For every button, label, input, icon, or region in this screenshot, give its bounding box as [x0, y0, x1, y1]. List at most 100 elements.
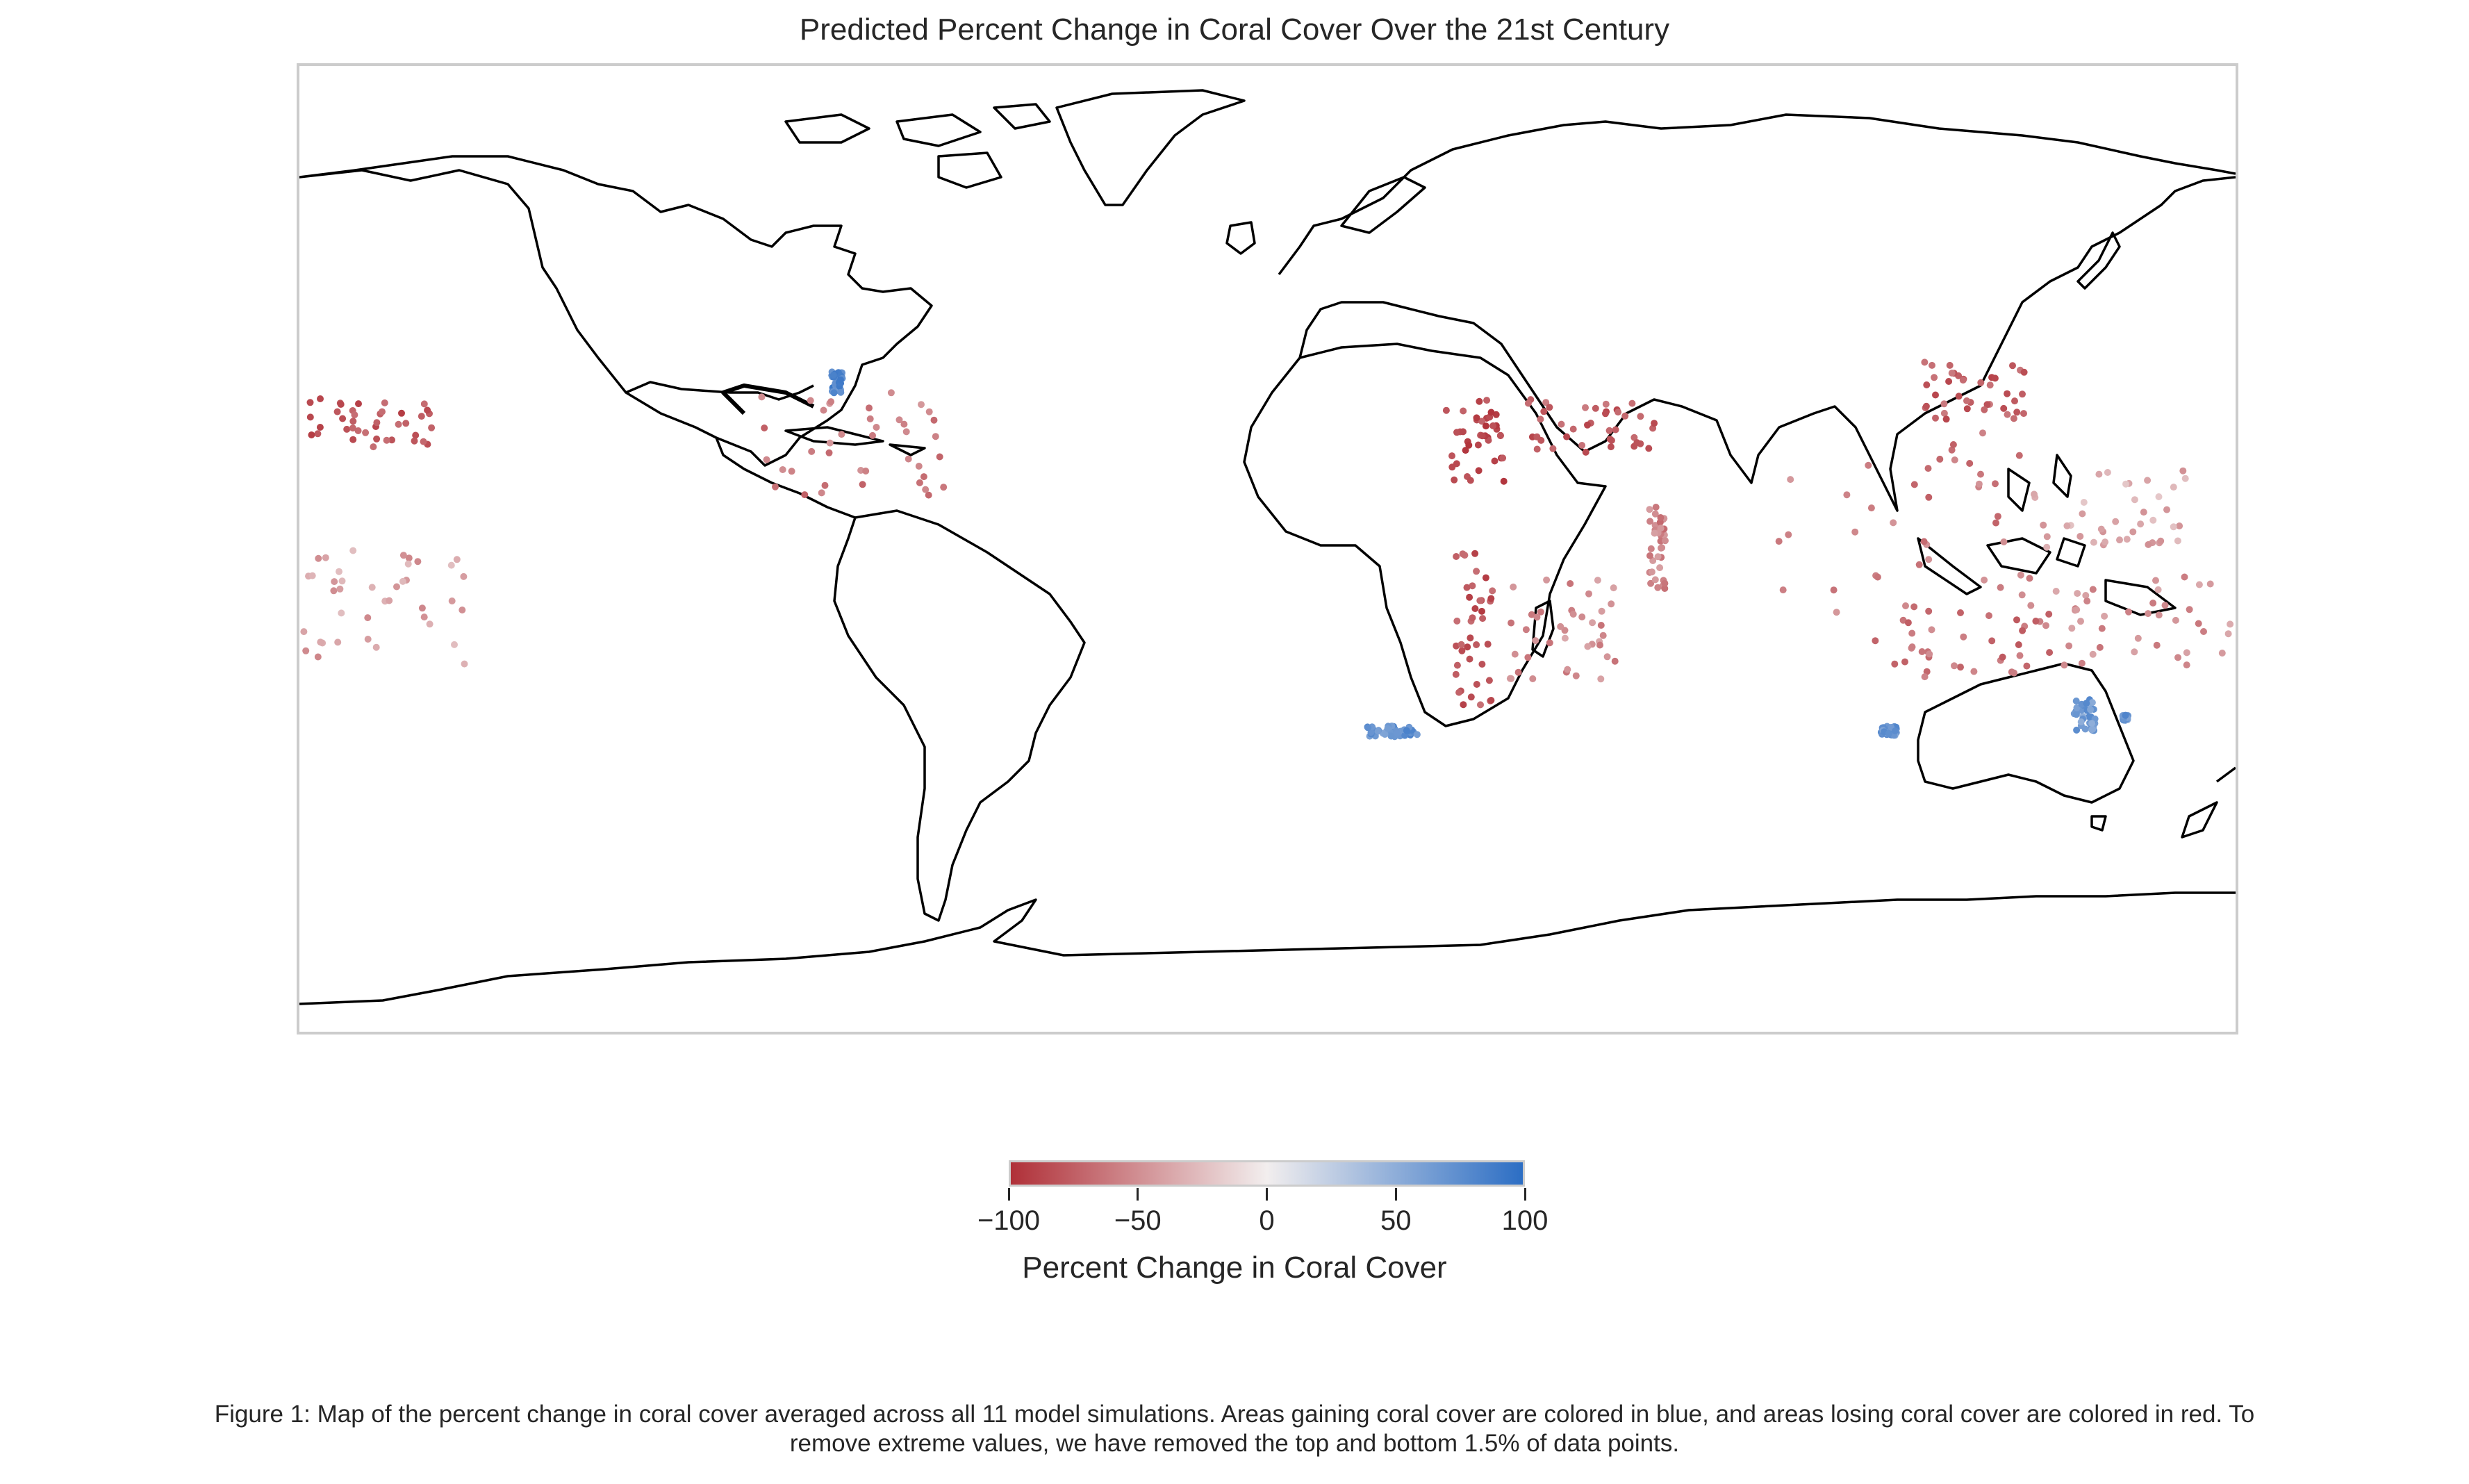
coral-point — [405, 554, 413, 562]
coral-point — [1785, 531, 1792, 538]
coral-point — [2172, 616, 2179, 624]
coral-point — [2046, 649, 2054, 657]
coral-point — [1654, 553, 1662, 561]
coral-point — [1471, 605, 1479, 612]
coral-point — [2089, 586, 2097, 593]
coral-point — [460, 572, 468, 580]
coral-point — [1843, 491, 1851, 499]
coral-point — [1865, 461, 1872, 469]
coral-point — [2149, 600, 2157, 607]
coral-point — [1453, 460, 1460, 468]
coral-point — [1537, 608, 1544, 616]
coral-point — [1940, 400, 1948, 408]
coral-point — [1537, 415, 1544, 423]
coral-point — [1394, 729, 1401, 737]
coral-point — [2095, 470, 2103, 478]
coral-point — [355, 400, 362, 408]
coral-point — [763, 456, 770, 463]
coral-point — [2010, 415, 2017, 422]
coral-point — [1479, 615, 1487, 623]
coral-point — [412, 431, 420, 439]
coral-point — [316, 424, 324, 431]
coral-point — [1951, 456, 1958, 463]
coral-point — [932, 433, 939, 440]
coral-point — [837, 376, 844, 384]
coral-point — [1478, 432, 1486, 440]
coral-point — [2155, 611, 2163, 619]
coral-point — [1569, 611, 1577, 618]
coral-point — [1615, 409, 1622, 416]
coral-point — [2224, 630, 2232, 638]
coral-point — [1932, 391, 1939, 399]
coral-point — [336, 568, 342, 575]
coral-point — [1979, 429, 1986, 437]
coral-point — [379, 408, 386, 415]
coral-point — [925, 491, 932, 499]
coral-point — [343, 425, 351, 433]
coral-point — [1901, 658, 1908, 666]
coral-point — [453, 556, 461, 563]
coral-point — [940, 484, 948, 491]
coral-point — [887, 389, 895, 397]
coral-point — [349, 547, 357, 554]
coral-point — [2183, 661, 2190, 669]
coral-point — [1960, 633, 1967, 641]
coral-point — [1473, 641, 1480, 648]
coral-point — [1925, 556, 1933, 563]
coral-point — [383, 436, 390, 444]
coral-point — [1594, 577, 1601, 584]
coral-point — [2112, 518, 2120, 525]
coral-point — [2018, 591, 2026, 599]
coral-point — [1851, 528, 1859, 536]
coral-point — [1508, 675, 1515, 682]
coral-point — [2134, 634, 2142, 642]
coral-point — [1599, 632, 1607, 639]
coral-point — [1955, 393, 1963, 400]
coral-point — [2089, 650, 2097, 658]
coral-point — [758, 393, 766, 401]
coral-point — [1460, 407, 1467, 415]
coral-point — [373, 419, 381, 427]
coral-point — [1451, 476, 1458, 484]
coral-point — [2043, 533, 2051, 541]
coral-point — [1605, 427, 1613, 434]
coral-point — [837, 388, 845, 396]
coral-point — [916, 479, 923, 486]
coral-cover-points — [300, 358, 2234, 741]
coral-point — [2153, 641, 2161, 649]
coral-point — [2157, 537, 2165, 545]
coral-point — [761, 424, 768, 431]
coral-point — [306, 399, 314, 406]
coral-point — [830, 389, 838, 397]
coral-point — [1448, 452, 1455, 460]
coral-point — [2195, 620, 2202, 627]
coral-point — [2123, 536, 2131, 543]
coral-point — [1487, 409, 1495, 416]
coral-point — [2087, 706, 2095, 714]
coral-point — [2174, 537, 2181, 545]
coral-point — [1511, 650, 1519, 658]
coral-point — [395, 420, 402, 428]
coral-point — [1453, 429, 1460, 436]
coral-point — [2045, 611, 2053, 618]
coral-point — [364, 636, 372, 643]
coral-point — [807, 397, 814, 404]
coral-point — [1988, 637, 1996, 645]
world-map — [299, 89, 2236, 1005]
coral-point — [2020, 410, 2027, 418]
coral-point — [2161, 602, 2169, 609]
coral-point — [1647, 579, 1655, 587]
coral-point — [372, 643, 380, 651]
coral-point — [1465, 441, 1473, 449]
coral-point — [388, 436, 395, 444]
coral-point — [2083, 597, 2091, 605]
coral-point — [1464, 643, 1471, 651]
coral-point — [1922, 402, 1930, 410]
coral-point — [1474, 441, 1482, 449]
coral-point — [1546, 639, 1553, 647]
coral-point — [1908, 643, 1916, 651]
coral-point — [1983, 401, 1991, 409]
coral-point — [1584, 643, 1592, 650]
coral-point — [1537, 436, 1545, 444]
coral-point — [334, 638, 342, 646]
